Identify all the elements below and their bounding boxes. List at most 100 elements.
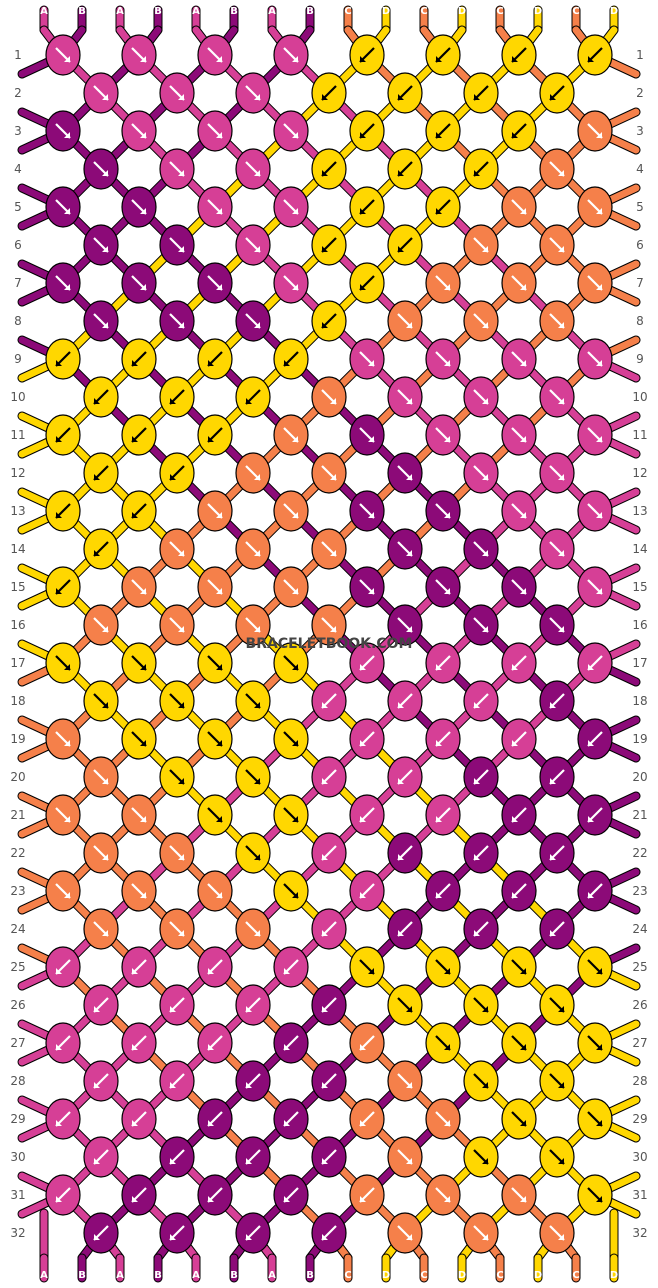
knot-r32-k4[interactable] xyxy=(311,1212,347,1254)
knot-r28-k1[interactable] xyxy=(83,1060,119,1102)
knot-r31-k2[interactable] xyxy=(121,1174,157,1216)
knot-r20-k3[interactable] xyxy=(235,756,271,798)
knot-r29-k3[interactable] xyxy=(197,1098,233,1140)
knot-r18-k4[interactable] xyxy=(311,680,347,722)
knot-r9-k2[interactable] xyxy=(121,338,157,380)
knot-r28-k3[interactable] xyxy=(235,1060,271,1102)
knot-r14-k5[interactable] xyxy=(387,528,423,570)
knot-r8-k7[interactable] xyxy=(539,300,575,342)
knot-r19-k8[interactable] xyxy=(577,718,613,760)
knot-r26-k7[interactable] xyxy=(539,984,575,1026)
knot-r32-k6[interactable] xyxy=(463,1212,499,1254)
knot-r22-k2[interactable] xyxy=(159,832,195,874)
knot-r24-k7[interactable] xyxy=(539,908,575,950)
knot-r15-k1[interactable] xyxy=(45,566,81,608)
knot-r24-k3[interactable] xyxy=(235,908,271,950)
knot-r6-k6[interactable] xyxy=(463,224,499,266)
knot-r26-k1[interactable] xyxy=(83,984,119,1026)
knot-r4-k6[interactable] xyxy=(463,148,499,190)
knot-r16-k1[interactable] xyxy=(83,604,119,646)
knot-r28-k7[interactable] xyxy=(539,1060,575,1102)
knot-r12-k3[interactable] xyxy=(235,452,271,494)
knot-r24-k2[interactable] xyxy=(159,908,195,950)
knot-r30-k5[interactable] xyxy=(387,1136,423,1178)
knot-r31-k4[interactable] xyxy=(273,1174,309,1216)
knot-r13-k1[interactable] xyxy=(45,490,81,532)
knot-r18-k7[interactable] xyxy=(539,680,575,722)
knot-r9-k5[interactable] xyxy=(349,338,385,380)
knot-r6-k5[interactable] xyxy=(387,224,423,266)
knot-r11-k8[interactable] xyxy=(577,414,613,456)
knot-r30-k4[interactable] xyxy=(311,1136,347,1178)
knot-r9-k8[interactable] xyxy=(577,338,613,380)
knot-r10-k4[interactable] xyxy=(311,376,347,418)
knot-r19-k1[interactable] xyxy=(45,718,81,760)
knot-r12-k4[interactable] xyxy=(311,452,347,494)
knot-r5-k8[interactable] xyxy=(577,186,613,228)
knot-r1-k1[interactable] xyxy=(45,34,81,76)
knot-r25-k8[interactable] xyxy=(577,946,613,988)
knot-r20-k5[interactable] xyxy=(387,756,423,798)
knot-r32-k3[interactable] xyxy=(235,1212,271,1254)
knot-r3-k7[interactable] xyxy=(501,110,537,152)
knot-r16-k5[interactable] xyxy=(387,604,423,646)
knot-r20-k6[interactable] xyxy=(463,756,499,798)
knot-r1-k5[interactable] xyxy=(349,34,385,76)
knot-r17-k1[interactable] xyxy=(45,642,81,684)
knot-r2-k5[interactable] xyxy=(387,72,423,114)
knot-r5-k5[interactable] xyxy=(349,186,385,228)
knot-r11-k3[interactable] xyxy=(197,414,233,456)
knot-r19-k5[interactable] xyxy=(349,718,385,760)
knot-r8-k4[interactable] xyxy=(311,300,347,342)
knot-r6-k4[interactable] xyxy=(311,224,347,266)
knot-r30-k1[interactable] xyxy=(83,1136,119,1178)
knot-r16-k3[interactable] xyxy=(235,604,271,646)
knot-r1-k4[interactable] xyxy=(273,34,309,76)
knot-r5-k2[interactable] xyxy=(121,186,157,228)
knot-r1-k3[interactable] xyxy=(197,34,233,76)
knot-r32-k1[interactable] xyxy=(83,1212,119,1254)
knot-r16-k7[interactable] xyxy=(539,604,575,646)
knot-r9-k7[interactable] xyxy=(501,338,537,380)
knot-r10-k5[interactable] xyxy=(387,376,423,418)
knot-r5-k4[interactable] xyxy=(273,186,309,228)
knot-r29-k6[interactable] xyxy=(425,1098,461,1140)
knot-r3-k5[interactable] xyxy=(349,110,385,152)
knot-r4-k2[interactable] xyxy=(159,148,195,190)
knot-r12-k1[interactable] xyxy=(83,452,119,494)
knot-r17-k7[interactable] xyxy=(501,642,537,684)
knot-r22-k1[interactable] xyxy=(83,832,119,874)
knot-r9-k4[interactable] xyxy=(273,338,309,380)
knot-r28-k6[interactable] xyxy=(463,1060,499,1102)
knot-r7-k1[interactable] xyxy=(45,262,81,304)
knot-r8-k2[interactable] xyxy=(159,300,195,342)
knot-r15-k3[interactable] xyxy=(197,566,233,608)
knot-r4-k1[interactable] xyxy=(83,148,119,190)
knot-r14-k7[interactable] xyxy=(539,528,575,570)
knot-r3-k8[interactable] xyxy=(577,110,613,152)
knot-r2-k3[interactable] xyxy=(235,72,271,114)
knot-r21-k5[interactable] xyxy=(349,794,385,836)
knot-r12-k5[interactable] xyxy=(387,452,423,494)
knot-r4-k7[interactable] xyxy=(539,148,575,190)
knot-r25-k6[interactable] xyxy=(425,946,461,988)
knot-r27-k2[interactable] xyxy=(121,1022,157,1064)
knot-r6-k1[interactable] xyxy=(83,224,119,266)
knot-r15-k4[interactable] xyxy=(273,566,309,608)
knot-r25-k1[interactable] xyxy=(45,946,81,988)
knot-r22-k3[interactable] xyxy=(235,832,271,874)
knot-r23-k2[interactable] xyxy=(121,870,157,912)
knot-r18-k6[interactable] xyxy=(463,680,499,722)
knot-r7-k5[interactable] xyxy=(349,262,385,304)
knot-r2-k2[interactable] xyxy=(159,72,195,114)
knot-r25-k2[interactable] xyxy=(121,946,157,988)
knot-r22-k7[interactable] xyxy=(539,832,575,874)
knot-r10-k7[interactable] xyxy=(539,376,575,418)
knot-r21-k3[interactable] xyxy=(197,794,233,836)
knot-r18-k3[interactable] xyxy=(235,680,271,722)
knot-r22-k6[interactable] xyxy=(463,832,499,874)
knot-r5-k6[interactable] xyxy=(425,186,461,228)
knot-r20-k7[interactable] xyxy=(539,756,575,798)
knot-r14-k1[interactable] xyxy=(83,528,119,570)
knot-r30-k7[interactable] xyxy=(539,1136,575,1178)
